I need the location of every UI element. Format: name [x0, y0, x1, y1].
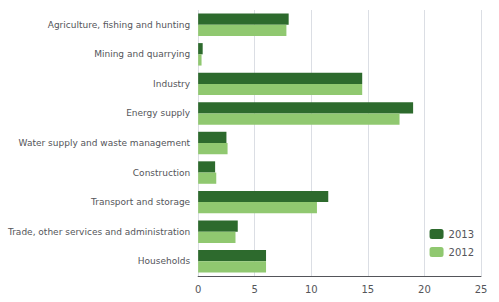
svg-text:20: 20 [418, 284, 431, 295]
svg-text:Households: Households [138, 256, 191, 266]
svg-text:Energy supply: Energy supply [126, 108, 191, 118]
svg-text:Mining and quarrying: Mining and quarrying [94, 49, 190, 59]
svg-text:0: 0 [195, 284, 201, 295]
svg-text:25: 25 [475, 284, 488, 295]
svg-text:Trade, other services and admi: Trade, other services and administration [7, 227, 190, 237]
svg-text:2013: 2013 [449, 229, 474, 240]
svg-text:Agriculture, fishing and hunti: Agriculture, fishing and hunting [48, 20, 190, 30]
svg-text:2012: 2012 [449, 247, 474, 258]
svg-text:Construction: Construction [133, 168, 190, 178]
svg-text:Transport and storage: Transport and storage [90, 197, 191, 207]
svg-text:Water supply and waste managem: Water supply and waste management [19, 138, 191, 148]
svg-text:15: 15 [361, 284, 374, 295]
svg-text:Industry: Industry [153, 79, 191, 89]
svg-text:5: 5 [252, 284, 258, 295]
svg-text:10: 10 [305, 284, 318, 295]
